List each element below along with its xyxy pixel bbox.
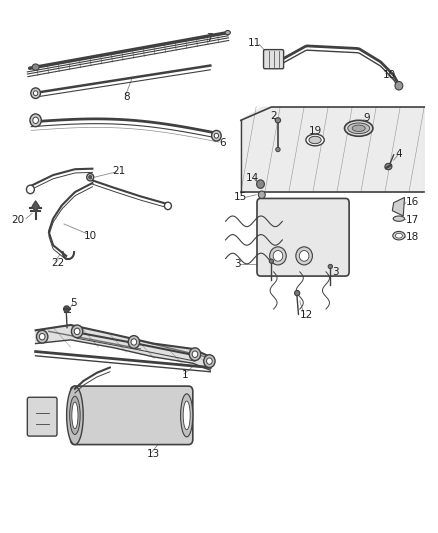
Ellipse shape xyxy=(39,334,45,340)
Ellipse shape xyxy=(131,339,137,345)
Text: 1: 1 xyxy=(182,370,188,381)
Text: 10: 10 xyxy=(383,70,396,80)
Ellipse shape xyxy=(385,164,392,169)
Text: 13: 13 xyxy=(147,449,160,459)
Ellipse shape xyxy=(225,30,230,35)
Text: 22: 22 xyxy=(51,258,64,268)
Ellipse shape xyxy=(189,348,201,361)
Ellipse shape xyxy=(309,136,321,144)
Ellipse shape xyxy=(393,216,405,221)
Polygon shape xyxy=(32,201,39,212)
Ellipse shape xyxy=(348,123,370,134)
Ellipse shape xyxy=(32,64,39,70)
Ellipse shape xyxy=(395,82,403,90)
Text: 18: 18 xyxy=(406,232,419,243)
Ellipse shape xyxy=(30,114,41,127)
Text: 3: 3 xyxy=(332,267,339,277)
Ellipse shape xyxy=(270,247,286,265)
Text: 7: 7 xyxy=(206,33,212,43)
Ellipse shape xyxy=(352,125,365,132)
Text: 16: 16 xyxy=(406,197,419,207)
Ellipse shape xyxy=(269,259,274,263)
Ellipse shape xyxy=(67,386,83,445)
Text: 20: 20 xyxy=(12,215,25,225)
Text: 21: 21 xyxy=(112,166,125,176)
Text: 2: 2 xyxy=(271,111,277,121)
Text: 10: 10 xyxy=(84,231,97,241)
Ellipse shape xyxy=(299,251,309,261)
Text: 12: 12 xyxy=(300,310,313,320)
Text: 6: 6 xyxy=(219,138,226,148)
Text: 15: 15 xyxy=(234,192,247,203)
Polygon shape xyxy=(241,107,424,192)
Ellipse shape xyxy=(273,251,283,261)
Text: 11: 11 xyxy=(248,38,261,48)
Ellipse shape xyxy=(183,401,190,430)
FancyBboxPatch shape xyxy=(27,397,57,436)
Ellipse shape xyxy=(31,88,40,99)
Text: 9: 9 xyxy=(363,112,370,123)
Ellipse shape xyxy=(306,134,324,146)
FancyBboxPatch shape xyxy=(71,386,193,445)
Ellipse shape xyxy=(294,290,300,296)
Text: 17: 17 xyxy=(406,215,419,225)
Ellipse shape xyxy=(204,355,215,368)
Text: 3: 3 xyxy=(234,259,241,269)
Ellipse shape xyxy=(64,306,70,312)
Ellipse shape xyxy=(396,233,403,238)
FancyBboxPatch shape xyxy=(264,50,284,69)
Ellipse shape xyxy=(36,330,48,343)
Ellipse shape xyxy=(296,247,312,265)
Ellipse shape xyxy=(128,336,140,349)
Ellipse shape xyxy=(33,117,39,124)
Ellipse shape xyxy=(257,180,265,188)
Text: 4: 4 xyxy=(396,149,403,159)
Text: 5: 5 xyxy=(71,297,77,308)
Ellipse shape xyxy=(192,351,198,358)
Ellipse shape xyxy=(207,358,212,365)
Ellipse shape xyxy=(345,120,373,136)
Ellipse shape xyxy=(276,118,281,123)
FancyBboxPatch shape xyxy=(257,198,349,276)
Ellipse shape xyxy=(164,202,171,209)
Ellipse shape xyxy=(393,231,405,240)
Polygon shape xyxy=(392,197,405,216)
Ellipse shape xyxy=(212,131,221,141)
Ellipse shape xyxy=(328,264,332,269)
Ellipse shape xyxy=(258,191,265,198)
Text: 8: 8 xyxy=(123,92,130,102)
Ellipse shape xyxy=(71,325,83,338)
Ellipse shape xyxy=(33,91,38,95)
Ellipse shape xyxy=(214,133,219,138)
Ellipse shape xyxy=(72,402,78,429)
Ellipse shape xyxy=(26,185,34,193)
Ellipse shape xyxy=(74,328,80,335)
Ellipse shape xyxy=(87,173,94,181)
Polygon shape xyxy=(35,325,210,370)
Ellipse shape xyxy=(180,394,193,437)
Text: 19: 19 xyxy=(308,126,322,136)
Ellipse shape xyxy=(70,396,80,434)
Ellipse shape xyxy=(88,175,92,179)
Text: 14: 14 xyxy=(246,173,259,183)
Ellipse shape xyxy=(276,148,280,152)
